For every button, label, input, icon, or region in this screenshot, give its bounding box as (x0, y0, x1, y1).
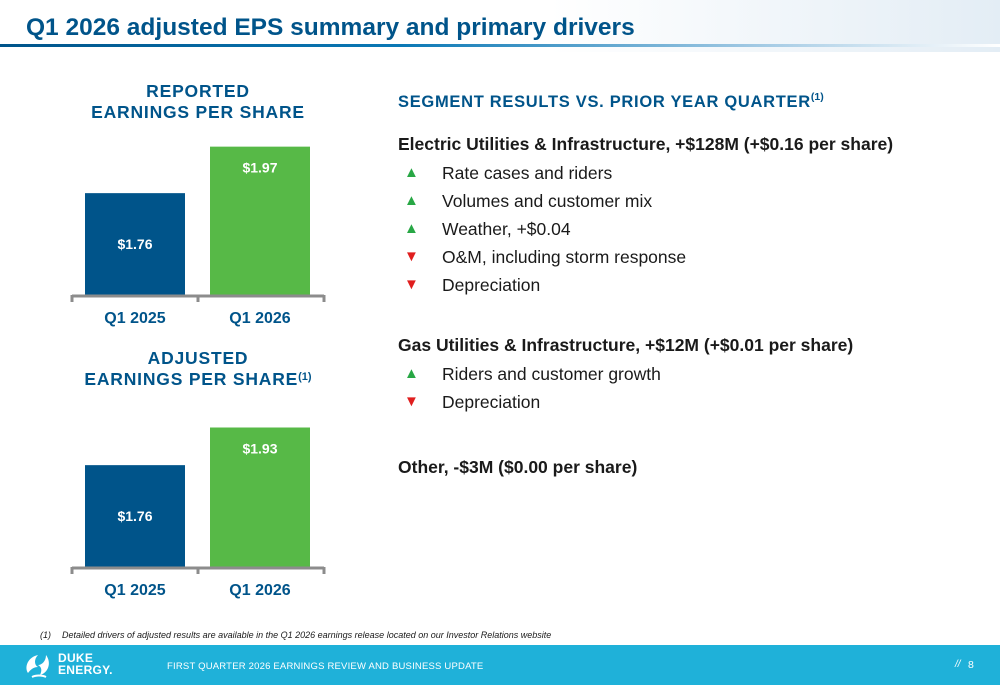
bar-q1-2025 (85, 465, 185, 567)
up-triangle-icon: ▲ (404, 365, 419, 382)
segment-results-footnote-ref: (1) (810, 91, 824, 103)
electric-driver-item: ▼ O&M, including storm response (404, 246, 686, 268)
footnote: (1) Detailed drivers of adjusted results … (40, 630, 551, 640)
reported-eps-heading-line1: REPORTED (146, 81, 250, 101)
gas-segment-title: Gas Utilities & Infrastructure, +$12M (+… (398, 335, 854, 355)
footnote-text: Detailed drivers of adjusted results are… (62, 630, 552, 640)
other-segment-title: Other, -$3M ($0.00 per share) (398, 457, 638, 477)
electric-driver-text: Rate cases and riders (442, 162, 613, 183)
adjusted-eps-heading-line1: ADJUSTED (147, 348, 249, 368)
logo-wordmark: DUKE ENERGY. (58, 652, 113, 676)
electric-driver-item: ▼ Depreciation (404, 274, 540, 296)
bar-q1-2026 (210, 146, 310, 295)
gas-driver-text: Riders and customer growth (442, 363, 661, 384)
electric-driver-text: Weather, +$0.04 (442, 218, 571, 239)
footer-bar: DUKE ENERGY. FIRST QUARTER 2026 EARNINGS… (0, 645, 1000, 685)
bar-data-label: $1.97 (242, 160, 277, 176)
page-number: 8 (968, 659, 974, 671)
adjusted-eps-footnote-ref: (1) (298, 371, 312, 383)
bar-data-label: $1.76 (117, 508, 152, 524)
adjusted-eps-chart: $1.76 Q1 2025 $1.93 Q1 2026 (70, 427, 326, 599)
down-triangle-icon: ▼ (404, 393, 419, 410)
electric-driver-text: Depreciation (442, 274, 541, 295)
gas-driver-text: Depreciation (442, 391, 541, 412)
up-triangle-icon: ▲ (404, 220, 419, 237)
footnote-marker: (1) (40, 630, 51, 640)
duke-energy-logo: DUKE ENERGY. (22, 649, 122, 681)
adjusted-eps-heading: ADJUSTED EARNINGS PER SHARE(1) (60, 348, 336, 390)
gas-driver-item: ▼ Depreciation (404, 391, 540, 413)
category-tick-label: Q1 2025 (104, 310, 165, 327)
electric-driver-text: Volumes and customer mix (442, 190, 653, 211)
category-tick-label: Q1 2025 (104, 582, 165, 599)
logo-wordmark-line2: ENERGY. (58, 663, 113, 677)
bar-q1-2026 (210, 427, 310, 567)
down-triangle-icon: ▼ (404, 248, 419, 265)
footer-presentation-title: FIRST QUARTER 2026 EARNINGS REVIEW AND B… (167, 661, 484, 672)
page-separator: // (955, 659, 961, 670)
duke-energy-logo-icon (26, 655, 49, 678)
title-bar: Q1 2026 adjusted EPS summary and primary… (0, 0, 1000, 52)
logo-wordmark-line1: DUKE (58, 651, 94, 665)
segment-results-heading-text: SEGMENT RESULTS VS. PRIOR YEAR QUARTER (398, 93, 811, 111)
electric-segment-title: Electric Utilities & Infrastructure, +$1… (398, 134, 894, 154)
category-tick-label: Q1 2026 (229, 310, 290, 327)
reported-eps-heading: REPORTED EARNINGS PER SHARE (60, 81, 336, 123)
adjusted-eps-heading-text: EARNINGS PER SHARE (84, 369, 299, 389)
electric-driver-text: O&M, including storm response (442, 246, 687, 267)
bar-q1-2025 (85, 193, 185, 295)
electric-driver-item: ▲ Rate cases and riders (404, 162, 612, 184)
electric-driver-item: ▲ Volumes and customer mix (404, 190, 652, 212)
category-tick-label: Q1 2026 (229, 582, 290, 599)
reported-eps-chart: $1.76 Q1 2025 $1.97 Q1 2026 (70, 146, 326, 327)
title-underline (0, 44, 1000, 47)
gas-driver-item: ▲ Riders and customer growth (404, 363, 661, 385)
reported-eps-heading-line2: EARNINGS PER SHARE (91, 102, 305, 122)
adjusted-eps-heading-line2: EARNINGS PER SHARE(1) (60, 369, 336, 390)
up-triangle-icon: ▲ (404, 192, 419, 209)
segment-results-heading: SEGMENT RESULTS VS. PRIOR YEAR QUARTER(1… (398, 91, 824, 112)
electric-driver-item: ▲ Weather, +$0.04 (404, 218, 571, 240)
down-triangle-icon: ▼ (404, 276, 419, 293)
bar-data-label: $1.76 (117, 236, 152, 252)
up-triangle-icon: ▲ (404, 164, 419, 181)
bar-data-label: $1.93 (242, 441, 277, 457)
page-title: Q1 2026 adjusted EPS summary and primary… (26, 14, 635, 41)
